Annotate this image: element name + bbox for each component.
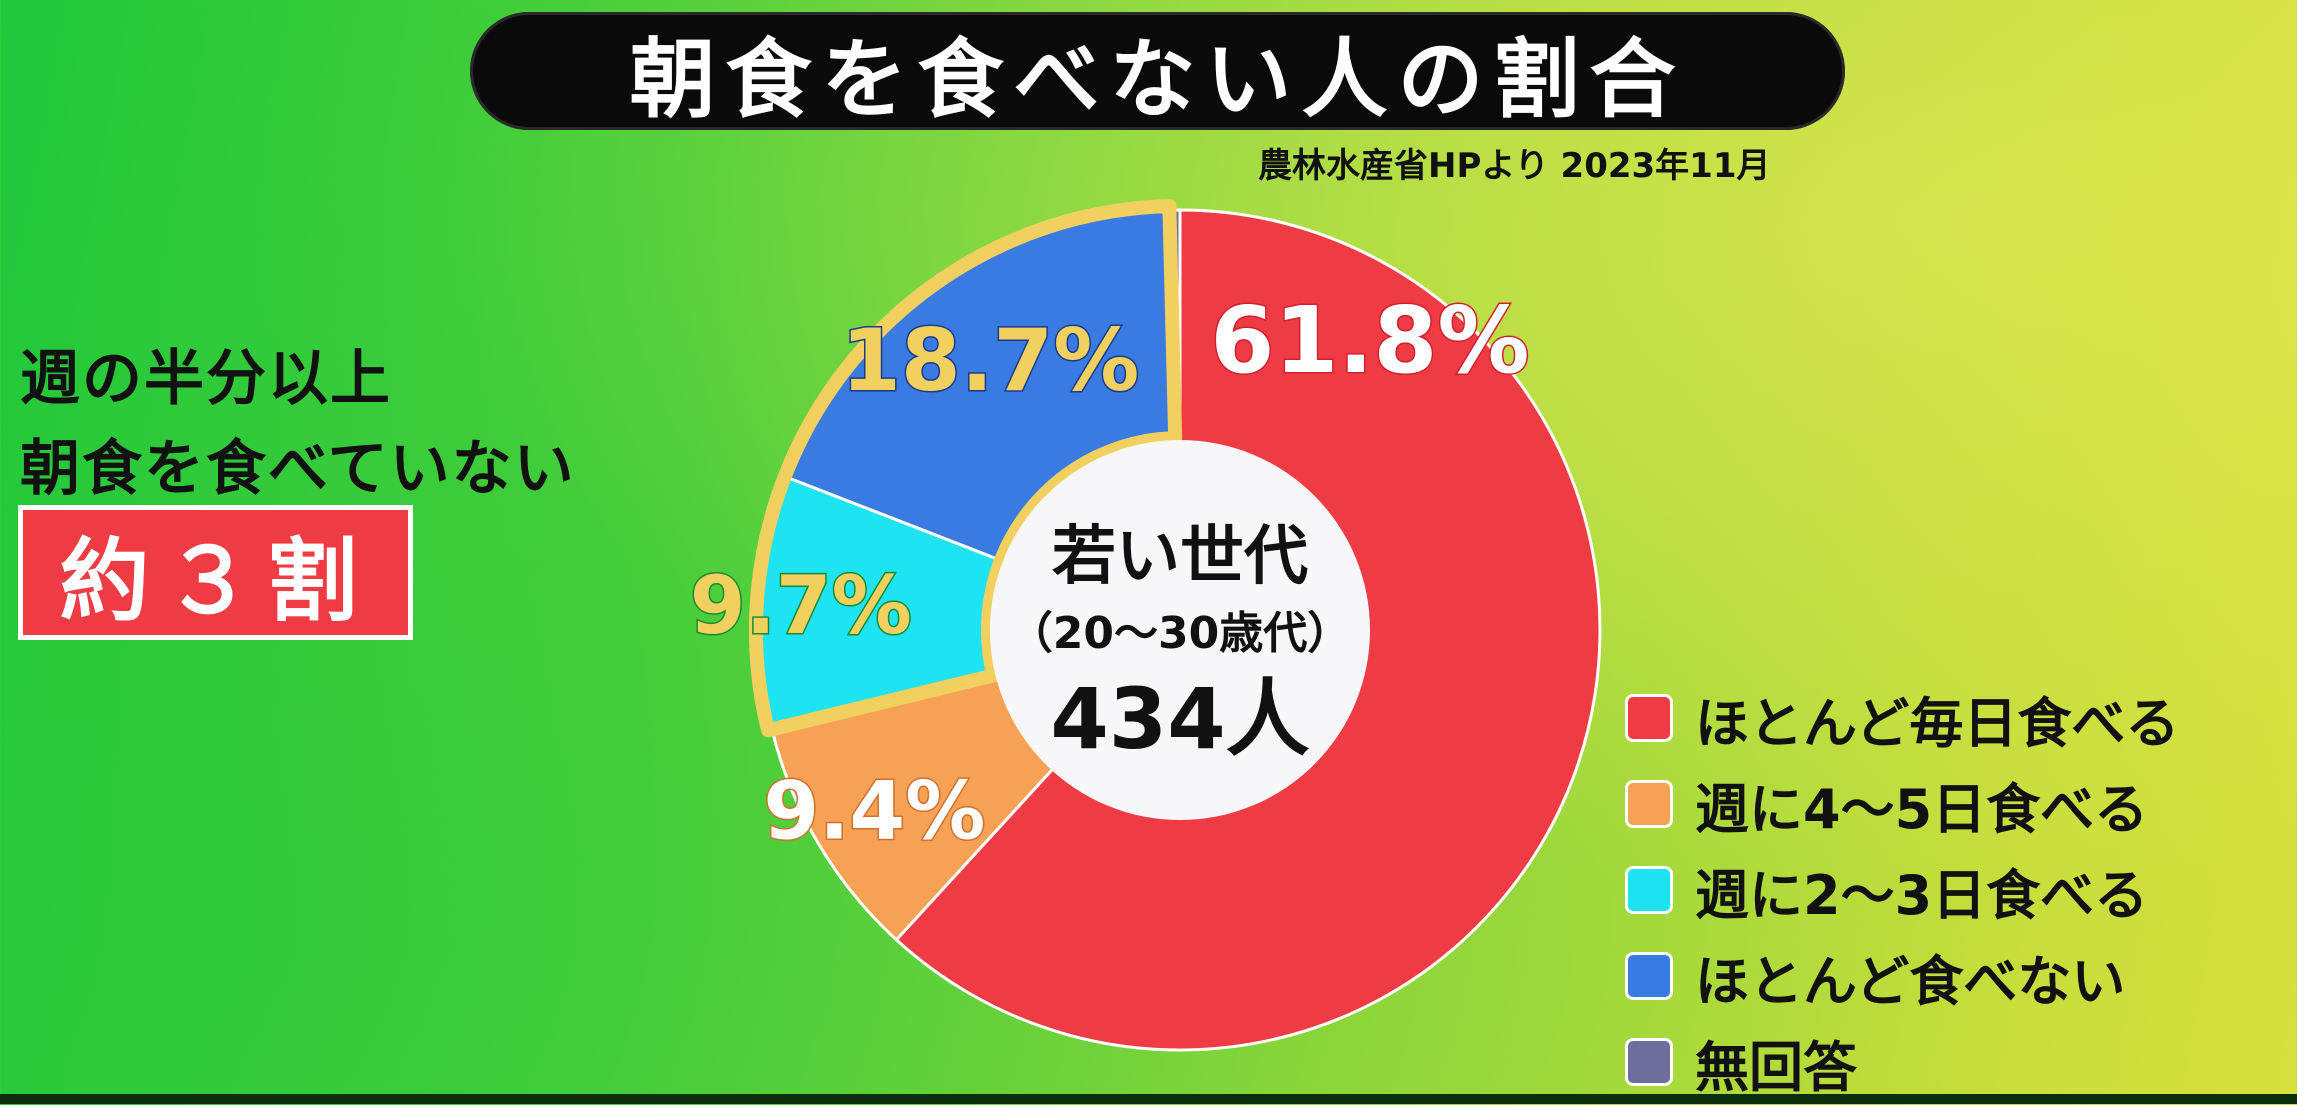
donut-hole [990,440,1370,820]
legend-swatch [1625,952,1673,1000]
value-label-four-five: 9.4% [763,765,985,858]
legend-item-two-three: 週に2～3日食べる [1625,847,2179,933]
legend-item-daily: ほとんど毎日食べる [1625,675,2179,761]
title-bar: 朝食を食べない人の割合 [470,12,1845,130]
legend-item-rarely: ほとんど食べない [1625,933,2179,1019]
callout-badge: 約３割 [18,505,413,640]
callout-line-2: 朝食を食べていない [20,434,576,504]
legend-item-no-answer: 無回答 [1625,1019,2179,1105]
legend-label: 無回答 [1695,1035,1857,1099]
callout-line-1: 週の半分以上 [20,344,392,414]
legend-item-four-five: 週に4～5日食べる [1625,761,2179,847]
legend-label: ほとんど食べない [1695,949,2126,1013]
highlight-outline [749,199,1183,738]
value-label-daily: 61.8% [1210,287,1529,394]
legend-swatch [1625,694,1673,742]
center-label-2: （20～30歳代） [1009,608,1351,659]
page-title: 朝食を食べない人の割合 [629,29,1686,130]
center-label-3: 434人 [1050,670,1309,768]
legend-label: 週に4～5日食べる [1695,777,2149,841]
legend-label: ほとんど毎日食べる [1695,691,2180,755]
value-label-rarely: 18.7% [841,311,1139,411]
bottom-strip [0,1094,2297,1104]
legend-swatch [1625,1038,1673,1086]
legend: ほとんど毎日食べる 週に4～5日食べる 週に2～3日食べる ほとんど食べない 無回答 [1625,675,2179,1105]
value-labels-group: 61.8% 9.4% 9.7% 18.7% [688,286,1531,860]
legend-swatch [1625,866,1673,914]
center-text-group: 若い世代 （20～30歳代） 434人 [1009,520,1351,768]
legend-label: 週に2～3日食べる [1695,863,2149,927]
center-label-1: 若い世代 [1052,520,1308,594]
source-note: 農林水産省HPより 2023年11月 [1258,146,1771,186]
value-label-two-three: 9.7% [690,559,912,652]
legend-swatch [1625,780,1673,828]
